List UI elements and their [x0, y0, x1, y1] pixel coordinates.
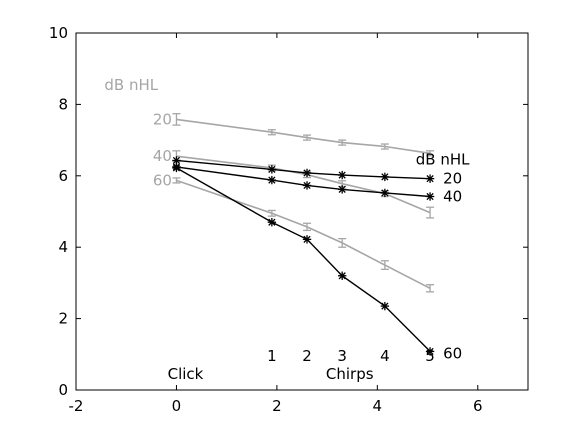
annotation-label: 4 [380, 347, 390, 365]
star-stroke [338, 171, 346, 179]
annotation-label: 5 [425, 347, 435, 365]
star-stroke [303, 235, 311, 243]
annotation-label: 60 [153, 171, 172, 189]
series-line [176, 155, 431, 214]
data-point [267, 218, 277, 227]
star-stroke [303, 169, 311, 177]
star-stroke [338, 185, 346, 193]
data-point [267, 165, 277, 174]
data-point [425, 192, 435, 201]
x-tick-label: 2 [272, 397, 282, 415]
annotation-label: 40 [153, 147, 172, 165]
data-point [302, 168, 312, 178]
x-tick-label: 6 [473, 397, 483, 415]
star-stroke [426, 192, 434, 201]
series-line [176, 118, 431, 155]
data-point [267, 175, 277, 185]
annotation-label: 40 [443, 188, 462, 206]
annotation-label: 20 [153, 110, 172, 128]
annotation-label: 1 [267, 347, 277, 365]
x-tick-label: 0 [172, 397, 182, 415]
star-stroke [172, 156, 181, 165]
data-point [172, 156, 181, 165]
y-tick-label: 10 [49, 24, 68, 42]
annotation-label: 3 [337, 347, 347, 365]
series-gray-60 [172, 177, 435, 293]
y-tick-label: 6 [58, 167, 68, 185]
star-stroke [426, 175, 434, 183]
annotation-label: dB nHL [416, 151, 470, 169]
series-gray-20 [172, 113, 435, 157]
data-point [302, 181, 312, 190]
star-stroke [268, 176, 276, 184]
annotation-label: dB nHL [104, 76, 158, 94]
y-tick-label: 8 [58, 95, 68, 113]
data-point [425, 174, 435, 183]
series-line [176, 167, 431, 352]
star-stroke [338, 272, 346, 280]
series-layer [172, 113, 435, 356]
series-black-60 [172, 163, 435, 356]
series-line [176, 159, 431, 180]
star-stroke [268, 165, 276, 173]
series-line [176, 179, 431, 290]
data-point [425, 347, 435, 356]
data-point [337, 170, 347, 180]
annotation-label: Click [168, 365, 204, 383]
y-tick-label: 2 [58, 310, 68, 328]
y-tick-label: 4 [58, 238, 68, 256]
y-tick-label: 0 [58, 381, 68, 399]
x-tick-label: 4 [373, 397, 383, 415]
star-stroke [268, 218, 276, 226]
data-point [302, 235, 312, 244]
data-point [380, 188, 390, 198]
star-stroke [172, 164, 181, 172]
series-line [176, 166, 431, 198]
data-point [172, 163, 181, 173]
x-tick-label: -2 [69, 397, 84, 415]
annotation-label: 60 [443, 345, 462, 363]
annotation-label: 20 [443, 170, 462, 188]
star-stroke [381, 302, 389, 310]
annotation-label: 2 [302, 347, 312, 365]
star-stroke [381, 173, 389, 181]
data-point [337, 271, 347, 280]
plot-area [75, 32, 529, 391]
star-stroke [426, 347, 434, 356]
star-stroke [303, 181, 311, 190]
series-black-20 [172, 156, 435, 183]
annotation-label: Chirps [326, 365, 374, 383]
data-point [380, 301, 390, 311]
data-point [380, 172, 390, 182]
data-point [337, 185, 347, 194]
star-stroke [381, 189, 389, 197]
